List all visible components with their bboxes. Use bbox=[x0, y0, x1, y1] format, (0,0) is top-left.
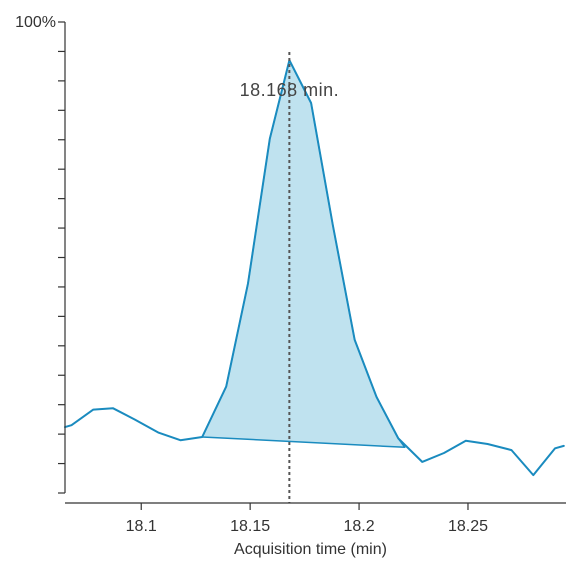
y-axis-max-label: 100% bbox=[15, 14, 56, 31]
x-axis-tick-label: 18.15 bbox=[230, 518, 270, 535]
peak-retention-label: 18.168 min. bbox=[240, 80, 340, 100]
x-axis-tick-label: 18.25 bbox=[448, 518, 488, 535]
signal-trace bbox=[64, 59, 565, 477]
x-axis-title: Acquisition time (min) bbox=[234, 541, 387, 558]
x-axis-tick-label: 18.1 bbox=[126, 518, 157, 535]
x-axis-tick-label: 18.2 bbox=[343, 518, 374, 535]
